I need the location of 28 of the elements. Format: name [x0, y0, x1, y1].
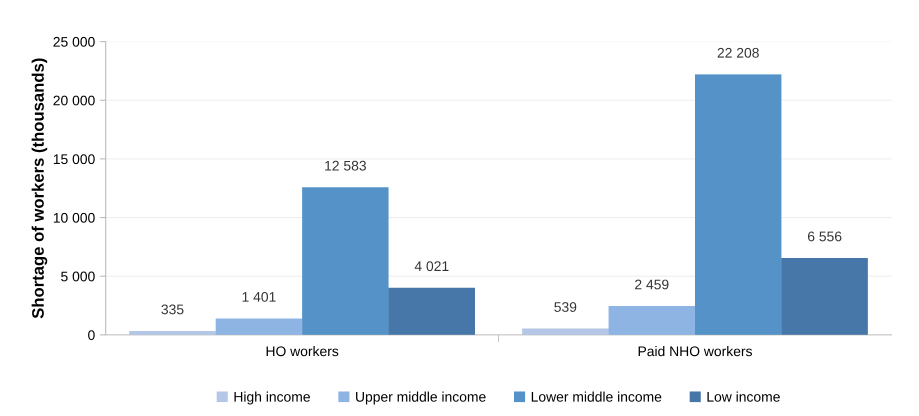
y-tick-label: 25 000 — [53, 36, 95, 47]
legend-label: Upper middle income — [356, 392, 486, 404]
y-tick-label: 20 000 — [53, 96, 95, 106]
bar — [388, 288, 475, 335]
y-tick-label: 10 000 — [54, 212, 95, 223]
y-tick-label: 0 — [88, 330, 95, 340]
data-label: 2 459 — [635, 280, 668, 290]
bar — [522, 328, 609, 335]
bar — [694, 74, 782, 335]
data-label: 1 401 — [242, 292, 276, 302]
x-tick-label: HO workers — [266, 346, 338, 356]
data-label: 12 583 — [325, 160, 366, 171]
data-label: 335 — [161, 304, 184, 314]
legend-label: Lower middle income — [532, 392, 662, 402]
x-tick-label: Paid NHO workers — [638, 346, 752, 356]
bar — [216, 318, 302, 335]
y-tick-label: 5 000 — [61, 272, 95, 282]
bar — [608, 306, 695, 335]
y-tick-label: 15 000 — [54, 154, 95, 164]
legend-label: High income — [234, 392, 310, 404]
y-axis-title: Shortage of workers (thousands) — [32, 58, 48, 318]
bar — [302, 187, 389, 335]
legend-label: Low income — [707, 392, 780, 402]
data-label: 6 556 — [808, 232, 842, 242]
bar — [781, 258, 868, 335]
data-label: 539 — [554, 302, 576, 312]
data-label: 4 021 — [414, 261, 448, 272]
data-label: 22 208 — [718, 48, 759, 58]
